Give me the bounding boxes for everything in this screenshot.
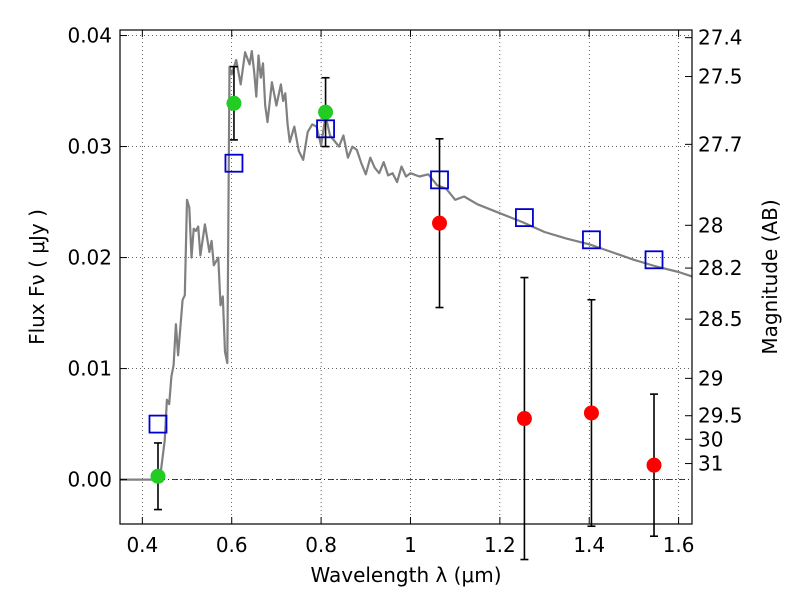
x-axis-label: Wavelength λ (μm) — [310, 563, 501, 587]
plot-frame — [119, 29, 693, 525]
model-band-square — [148, 414, 168, 434]
x-tick-label: 0.4 — [126, 533, 158, 557]
non-detection-point — [646, 457, 662, 473]
x-tick-label: 1.6 — [663, 533, 695, 557]
y-tick-label: 0.02 — [67, 246, 112, 270]
sed-model — [120, 49, 693, 481]
detection-point — [318, 104, 334, 120]
model-band-square — [515, 208, 534, 228]
y-axis-label: Flux Fν ( μJy ) — [25, 209, 49, 345]
y2-tick-label: 29 — [698, 366, 723, 390]
model-band-square — [224, 153, 244, 173]
y2-tick-label: 30 — [698, 427, 723, 451]
non-detection-point — [516, 411, 532, 427]
y2-axis-label: Magnitude (AB) — [758, 199, 782, 354]
axis-ticks: 0.4 0.6 0.8 1 1.2 1.4 1.6 0.00 0.01 0.02 0.03 0.04 2… — [67, 24, 742, 557]
y2-tick-label: 28.5 — [698, 307, 743, 331]
y2-tick-label: 31 — [698, 452, 723, 476]
y2-tick-label: 27.5 — [698, 65, 743, 89]
y2-tick-label: 28 — [698, 213, 723, 237]
y2-tick-label: 28.2 — [698, 256, 743, 280]
x-tick-label: 1.2 — [484, 533, 516, 557]
x-tick-label: 0.8 — [305, 533, 337, 557]
model-band-square — [644, 250, 664, 270]
y2-tick-label: 27.4 — [698, 26, 743, 50]
y-tick-label: 0.03 — [67, 135, 112, 159]
detection-point — [150, 468, 166, 484]
non-detection-point — [432, 215, 448, 231]
y2-tick-label: 27.7 — [698, 132, 743, 156]
y-tick-label: 0.00 — [67, 468, 112, 492]
y2-tick-label: 29.5 — [698, 404, 743, 428]
sed-model-line — [120, 49, 693, 481]
non-detection-point — [583, 405, 599, 421]
detection-point — [226, 95, 242, 111]
x-tick-label: 1 — [404, 533, 417, 557]
data-series — [148, 65, 664, 561]
y-tick-label: 0.01 — [67, 357, 112, 381]
x-tick-label: 0.6 — [216, 533, 248, 557]
model-band-square — [582, 230, 601, 250]
y-tick-label: 0.04 — [67, 24, 112, 48]
x-tick-label: 1.4 — [573, 533, 605, 557]
grid — [120, 30, 692, 524]
